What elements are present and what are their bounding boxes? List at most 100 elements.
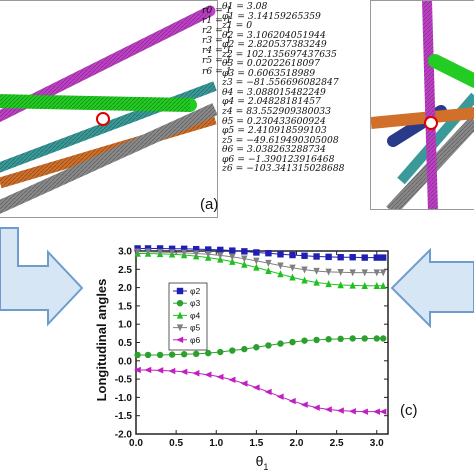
param-row: z5 = −49.619490305008 <box>222 134 339 146</box>
data-point <box>312 404 320 411</box>
data-point <box>277 270 284 278</box>
panel-a-label: (a) <box>200 196 219 213</box>
param-row: φ5 = 2.410918599103 <box>222 125 327 137</box>
param-row: z6 = −103.341315028688 <box>222 163 345 175</box>
data-point <box>336 407 344 414</box>
data-point <box>337 281 344 289</box>
r-item: r5 = 1 <box>202 55 232 67</box>
data-point <box>252 384 260 391</box>
data-point <box>265 259 272 267</box>
data-point <box>337 335 344 343</box>
data-point <box>289 338 296 346</box>
param-row: φ1 = 3.14159265359 <box>222 10 321 22</box>
data-point <box>156 245 164 252</box>
data-point <box>192 370 200 377</box>
series-line <box>137 253 384 287</box>
data-point <box>180 245 188 253</box>
y-tick-label: 2.5 <box>118 265 132 276</box>
data-point <box>228 376 236 384</box>
data-point <box>156 351 164 359</box>
data-point <box>265 266 272 274</box>
data-point <box>277 251 284 258</box>
series-2 <box>134 245 387 261</box>
data-point <box>289 273 296 281</box>
rod-orange-b <box>371 107 474 129</box>
rods-illustration-a <box>0 5 217 214</box>
data-point <box>264 388 272 396</box>
r-item: r1 = 1 <box>202 15 232 27</box>
data-point <box>168 351 176 358</box>
data-point <box>241 248 248 255</box>
radius-list: r0 = 1 r1 = 1 r2 = 1 r3 = 1 r4 = 1 r5 = … <box>202 5 232 77</box>
data-point <box>325 253 332 261</box>
data-point <box>168 367 176 375</box>
data-point <box>289 264 296 272</box>
rod-green-b <box>428 54 474 88</box>
legend-label: φ2 <box>190 286 201 296</box>
param-row: θ1 = 3.08 <box>222 1 268 12</box>
legend-label: φ4 <box>190 310 201 320</box>
x-tick-label: 2.5 <box>330 438 344 449</box>
param-row: φ4 = 2.04828181457 <box>222 96 321 108</box>
x-tick-label: 0.0 <box>129 438 143 449</box>
data-point <box>241 345 248 353</box>
param-row: φ2 = 2.820537383249 <box>222 39 327 51</box>
data-point <box>276 393 284 400</box>
legend-label: φ5 <box>190 323 201 333</box>
data-point <box>379 335 387 342</box>
y-tick-label: 0.0 <box>118 356 132 367</box>
data-point <box>349 269 356 277</box>
y-axis-label: Longitudinal angles <box>94 279 109 402</box>
data-point <box>192 250 200 258</box>
data-point <box>229 257 236 265</box>
data-point <box>205 349 212 357</box>
data-point <box>360 408 368 415</box>
rod-gray <box>0 103 217 214</box>
data-point <box>361 269 368 277</box>
y-tick-label: -1.5 <box>115 411 133 422</box>
data-point <box>379 269 387 277</box>
data-point <box>337 254 344 261</box>
data-point <box>325 268 332 276</box>
data-point <box>204 371 212 378</box>
data-point <box>379 281 387 289</box>
data-point <box>373 281 380 289</box>
rod-magenta-b <box>422 1 438 209</box>
data-point <box>300 401 308 408</box>
data-point <box>361 335 368 342</box>
param-row: θ4 = 3.088015482249 <box>222 86 326 98</box>
data-point <box>156 248 164 256</box>
data-point <box>229 347 236 354</box>
data-point <box>361 281 368 289</box>
data-point <box>301 252 308 259</box>
series-3 <box>134 335 387 359</box>
data-point <box>373 254 380 261</box>
data-point <box>301 276 308 284</box>
data-point <box>313 336 320 344</box>
data-point <box>144 245 152 252</box>
data-point <box>277 340 284 347</box>
series-line <box>137 337 384 356</box>
series-line <box>137 247 384 259</box>
r-item: r2 = 1 <box>202 25 232 37</box>
data-point <box>349 281 356 289</box>
data-point <box>192 245 200 253</box>
data-point <box>168 245 176 253</box>
param-row: θ6 = 3.038263288734 <box>222 144 326 156</box>
legend-label: φ3 <box>190 298 201 308</box>
data-point <box>134 245 141 252</box>
data-point <box>265 342 272 349</box>
data-point <box>373 335 380 342</box>
data-point <box>265 249 272 257</box>
center-ring-marker-b <box>424 116 438 130</box>
param-row: z1 = 0 <box>222 20 253 32</box>
y-tick-label: 0.5 <box>118 338 132 349</box>
data-point <box>324 406 332 413</box>
param-row: z4 = 83.552909380033 <box>222 106 331 118</box>
data-point <box>241 255 248 263</box>
r-item: r4 = 1 <box>202 45 232 57</box>
data-point <box>288 397 296 405</box>
data-point <box>217 246 224 254</box>
data-point <box>301 266 308 274</box>
